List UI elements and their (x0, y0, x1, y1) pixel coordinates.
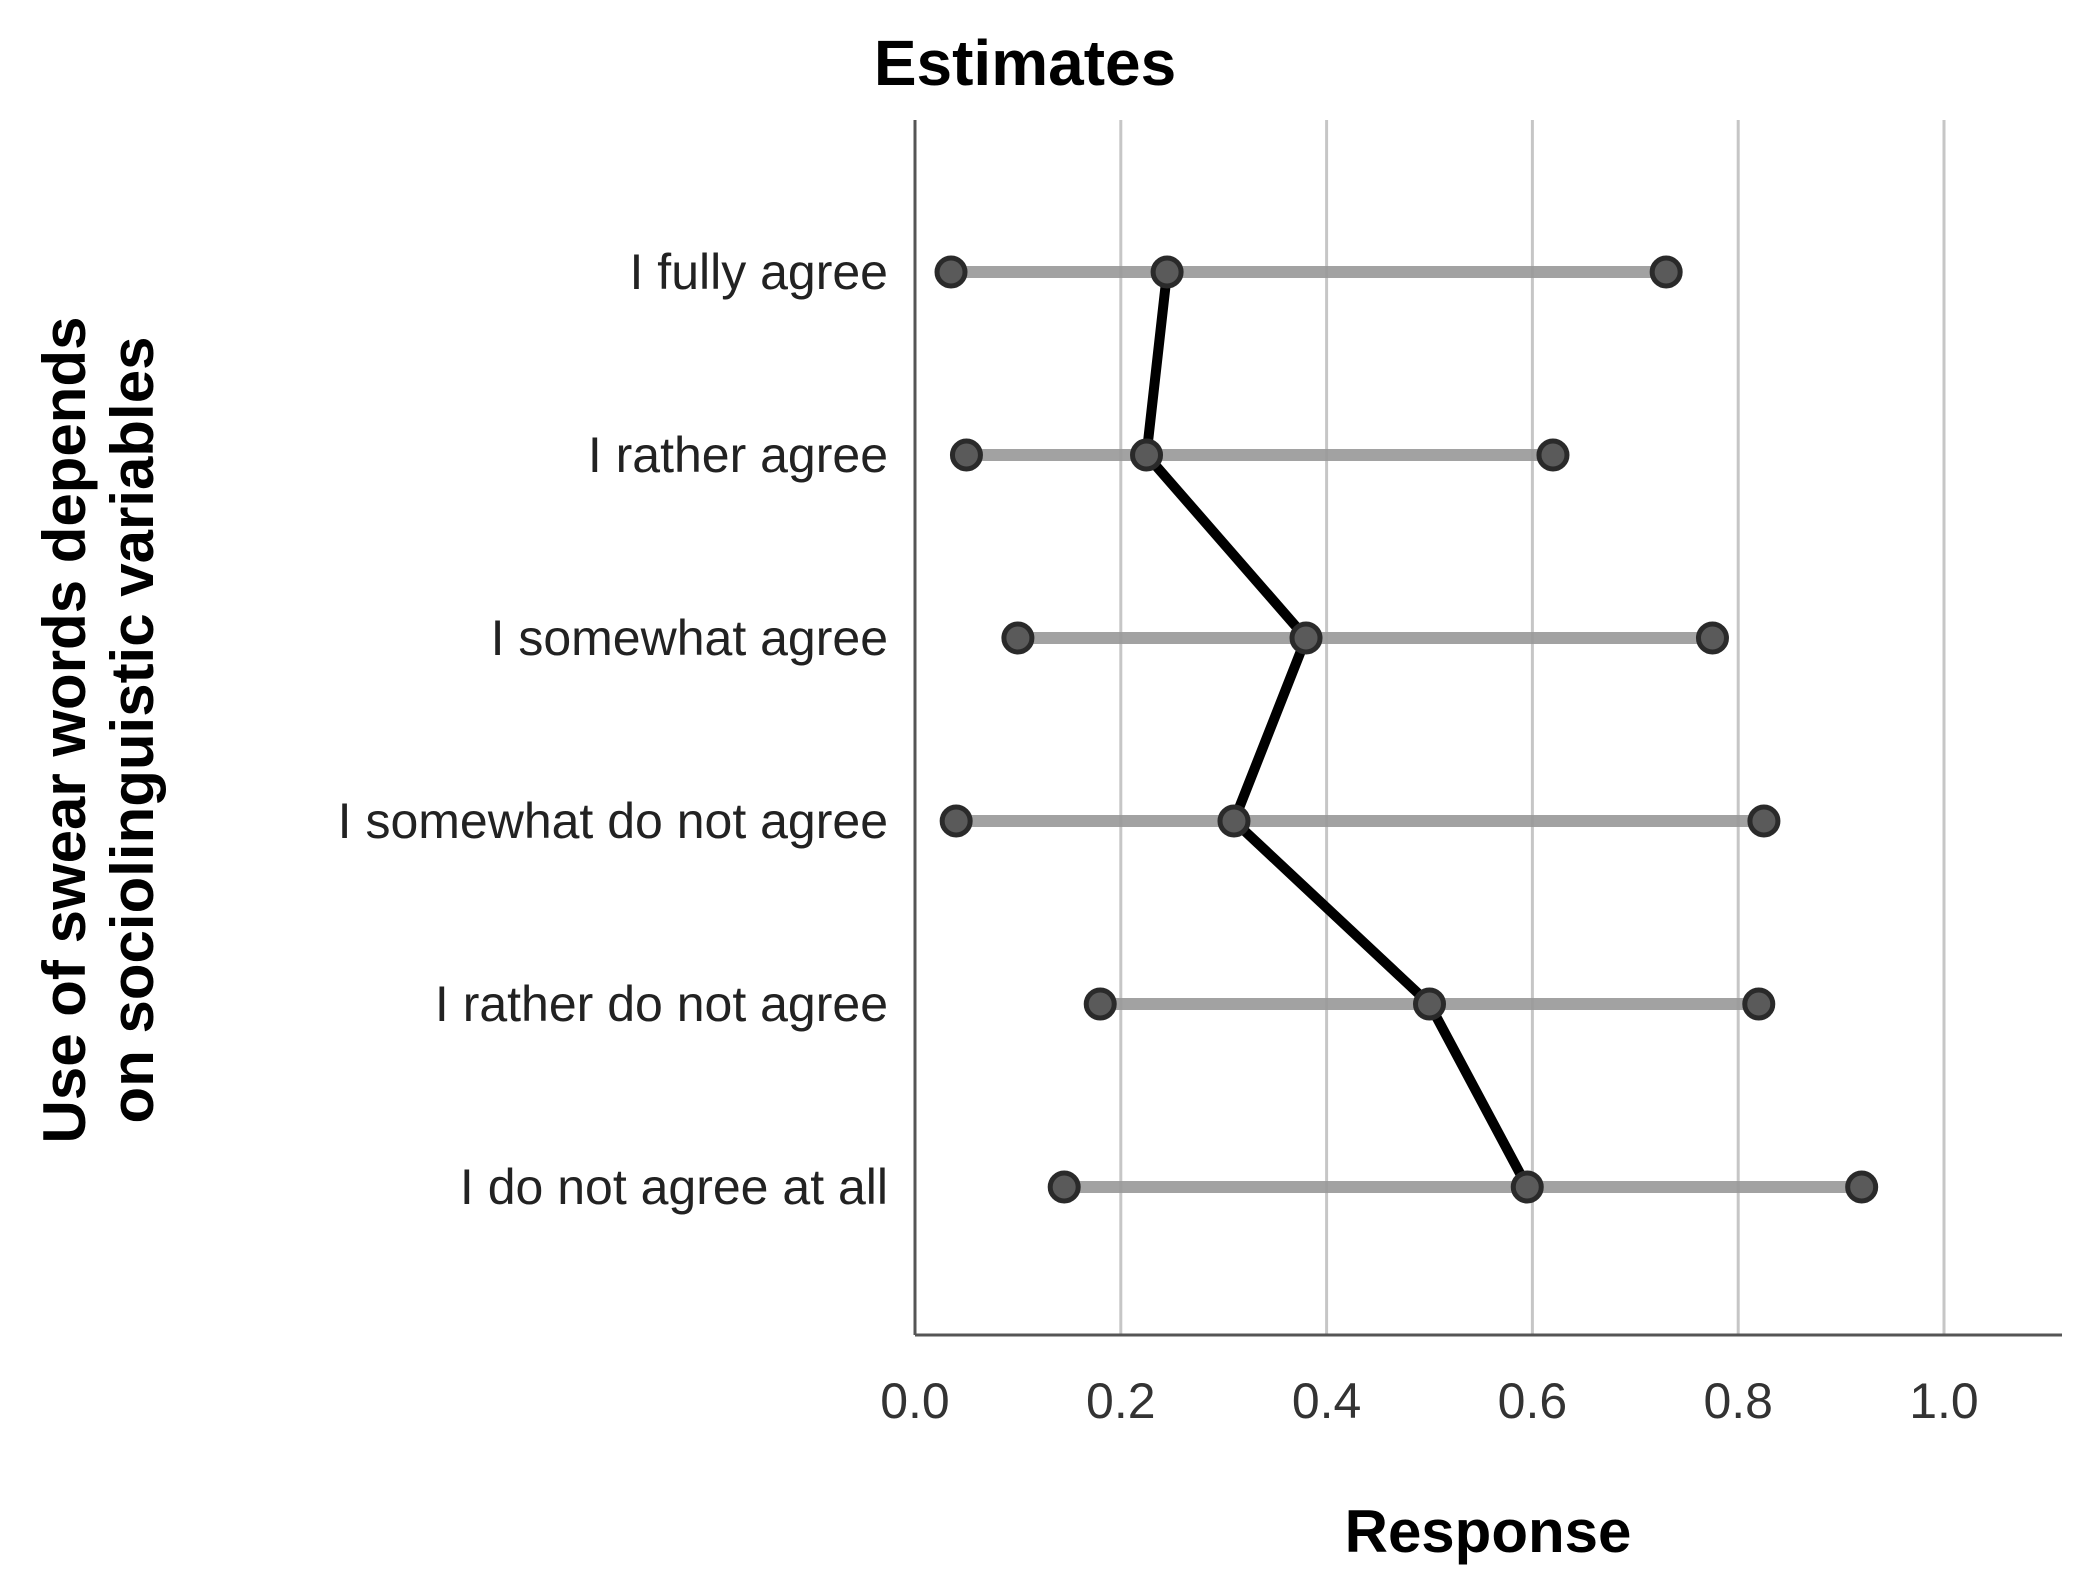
x-tick-label-0: 0.0 (880, 1373, 950, 1429)
category-label-0: I fully agree (630, 244, 888, 300)
x-tick-label-4: 0.8 (1703, 1373, 1773, 1429)
points-layer (934, 255, 1879, 1204)
category-label-1: I rather agree (588, 427, 888, 483)
lower-point-4 (1083, 987, 1117, 1021)
chart-title: Estimates (874, 27, 1176, 99)
x-tick-labels: 0.0 0.2 0.4 0.6 0.8 1.0 (880, 1373, 1979, 1429)
upper-point-5 (1845, 1170, 1879, 1204)
x-tick-label-3: 0.6 (1498, 1373, 1568, 1429)
upper-point-2 (1695, 621, 1729, 655)
category-label-2: I somewhat agree (491, 610, 888, 666)
upper-point-1 (1536, 438, 1570, 472)
confidence-intervals (945, 266, 1868, 1193)
estimate-line-layer (1141, 267, 1533, 1192)
estimate-point-1 (1130, 438, 1164, 472)
category-label-5: I do not agree at all (460, 1159, 888, 1215)
category-label-3: I somewhat do not agree (338, 793, 888, 849)
y-axis-title-line-1: Use of swear words depends (31, 317, 98, 1144)
estimate-point-5 (1510, 1170, 1544, 1204)
x-tick-label-1: 0.2 (1086, 1373, 1156, 1429)
x-tick-label-2: 0.4 (1292, 1373, 1362, 1429)
upper-point-3 (1747, 804, 1781, 838)
lower-point-2 (1001, 621, 1035, 655)
estimate-point-4 (1413, 987, 1446, 1021)
lower-point-0 (934, 255, 968, 289)
category-labels: I fully agree I rather agree I somewhat ag… (338, 244, 888, 1215)
x-tick-label-5: 1.0 (1909, 1373, 1979, 1429)
lower-point-5 (1047, 1170, 1081, 1204)
category-label-4: I rather do not agree (435, 976, 888, 1032)
x-axis-title: Response (1345, 1498, 1632, 1565)
upper-point-0 (1649, 255, 1683, 289)
estimate-point-3 (1217, 804, 1251, 838)
grid-layer (1119, 120, 1946, 1335)
lower-point-3 (939, 804, 973, 838)
estimate-line (1141, 267, 1533, 1192)
lower-point-1 (949, 438, 983, 472)
estimate-point-2 (1289, 621, 1323, 655)
y-axis-title-line-2: on sociolinguistic variables (99, 337, 166, 1124)
upper-point-4 (1742, 987, 1776, 1021)
estimate-point-0 (1150, 255, 1184, 289)
